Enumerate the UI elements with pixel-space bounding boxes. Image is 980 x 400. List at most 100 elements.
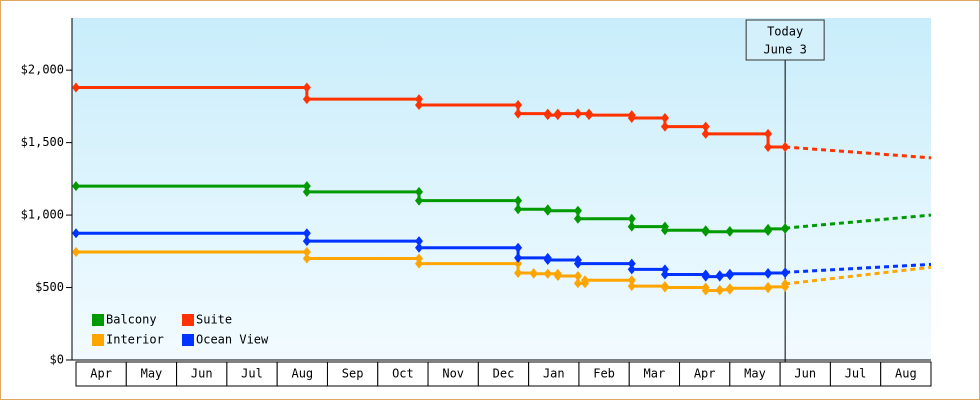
legend-swatch — [182, 334, 194, 346]
price-point — [415, 186, 424, 197]
price-point — [660, 121, 669, 132]
legend-label: Ocean View — [196, 333, 269, 347]
price-point — [573, 258, 582, 269]
x-tick-label: Jul — [241, 367, 263, 381]
price-point — [543, 255, 552, 266]
price-point — [543, 110, 552, 121]
month-box — [528, 361, 580, 387]
price-point — [72, 247, 80, 258]
y-tick-label: $2,000 — [21, 63, 64, 77]
price-point — [573, 278, 582, 289]
price-point — [627, 264, 636, 275]
x-tick-label: Jan — [543, 367, 565, 381]
price-point — [715, 284, 724, 295]
price-point — [302, 236, 311, 247]
price-point — [627, 275, 636, 286]
month-box — [125, 361, 178, 387]
x-tick-label: Sep — [342, 367, 364, 381]
x-tick-label: Nov — [442, 367, 464, 381]
month-box — [880, 361, 932, 387]
price-point — [660, 269, 669, 280]
price-point — [302, 228, 311, 239]
price-point — [660, 225, 669, 236]
price-point — [781, 141, 790, 152]
today-label: Today — [767, 25, 803, 39]
x-tick-label: Jun — [794, 367, 816, 381]
legend-swatch — [92, 314, 104, 326]
plot-area — [72, 18, 931, 360]
price-point — [573, 108, 582, 119]
price-point — [660, 264, 669, 275]
legend-label: Balcony — [106, 313, 157, 327]
price-point — [543, 268, 552, 279]
price-point — [302, 253, 311, 264]
month-box — [176, 361, 228, 387]
price-point — [725, 283, 734, 294]
price-point — [72, 228, 80, 239]
price-point — [715, 270, 724, 281]
price-point — [302, 82, 311, 93]
price-point — [553, 270, 562, 281]
x-tick-label: May — [141, 367, 163, 381]
x-tick-label: Feb — [593, 367, 615, 381]
forecast-line — [785, 145, 932, 160]
price-point — [302, 247, 311, 258]
price-point — [415, 242, 424, 253]
x-tick-label: Jul — [845, 367, 867, 381]
price-point — [781, 267, 790, 278]
x-tick-label: Mar — [644, 367, 666, 381]
price-point — [553, 108, 562, 119]
x-tick-label: Oct — [392, 367, 414, 381]
x-tick-label: Apr — [694, 367, 716, 381]
price-point — [627, 221, 636, 232]
x-tick-label: Jun — [191, 367, 213, 381]
month-box — [829, 361, 882, 387]
price-point — [415, 99, 424, 110]
month-box — [779, 361, 831, 387]
price-point — [514, 258, 523, 269]
today-date: June 3 — [763, 43, 806, 57]
price-point — [701, 285, 710, 296]
price-point — [627, 281, 636, 292]
price-point — [72, 82, 80, 93]
legend-label: Suite — [196, 313, 232, 327]
price-point — [302, 94, 311, 105]
x-tick-label: Dec — [493, 367, 515, 381]
x-tick-label: May — [744, 367, 766, 381]
price-point — [415, 94, 424, 105]
x-tick-label: Aug — [895, 367, 917, 381]
price-point — [415, 195, 424, 206]
price-point — [302, 186, 311, 197]
price-point — [543, 205, 552, 216]
price-point — [514, 252, 523, 263]
y-tick-label: $500 — [35, 280, 64, 294]
price-point — [764, 268, 773, 279]
month-box — [226, 361, 278, 387]
price-point — [573, 270, 582, 281]
y-tick-label: $1,000 — [21, 208, 64, 222]
legend-swatch — [92, 334, 104, 346]
price-point — [660, 282, 669, 293]
month-box — [679, 361, 731, 387]
price-point — [585, 110, 593, 121]
price-point — [529, 268, 538, 279]
forecast-line — [784, 265, 932, 286]
price-point — [627, 258, 636, 269]
price-point — [72, 181, 80, 192]
price-point — [627, 213, 636, 224]
price-point — [514, 242, 523, 253]
x-tick-label: Aug — [291, 367, 313, 381]
price-point — [302, 181, 311, 192]
price-point — [764, 281, 773, 292]
price-point — [764, 128, 773, 139]
price-point — [701, 121, 710, 132]
price-point — [764, 223, 773, 234]
price-point — [627, 112, 636, 123]
price-point — [701, 128, 710, 139]
month-box — [276, 361, 328, 387]
price-point — [764, 141, 773, 152]
price-point — [701, 271, 710, 282]
price-point — [725, 268, 734, 279]
price-point — [415, 258, 424, 269]
